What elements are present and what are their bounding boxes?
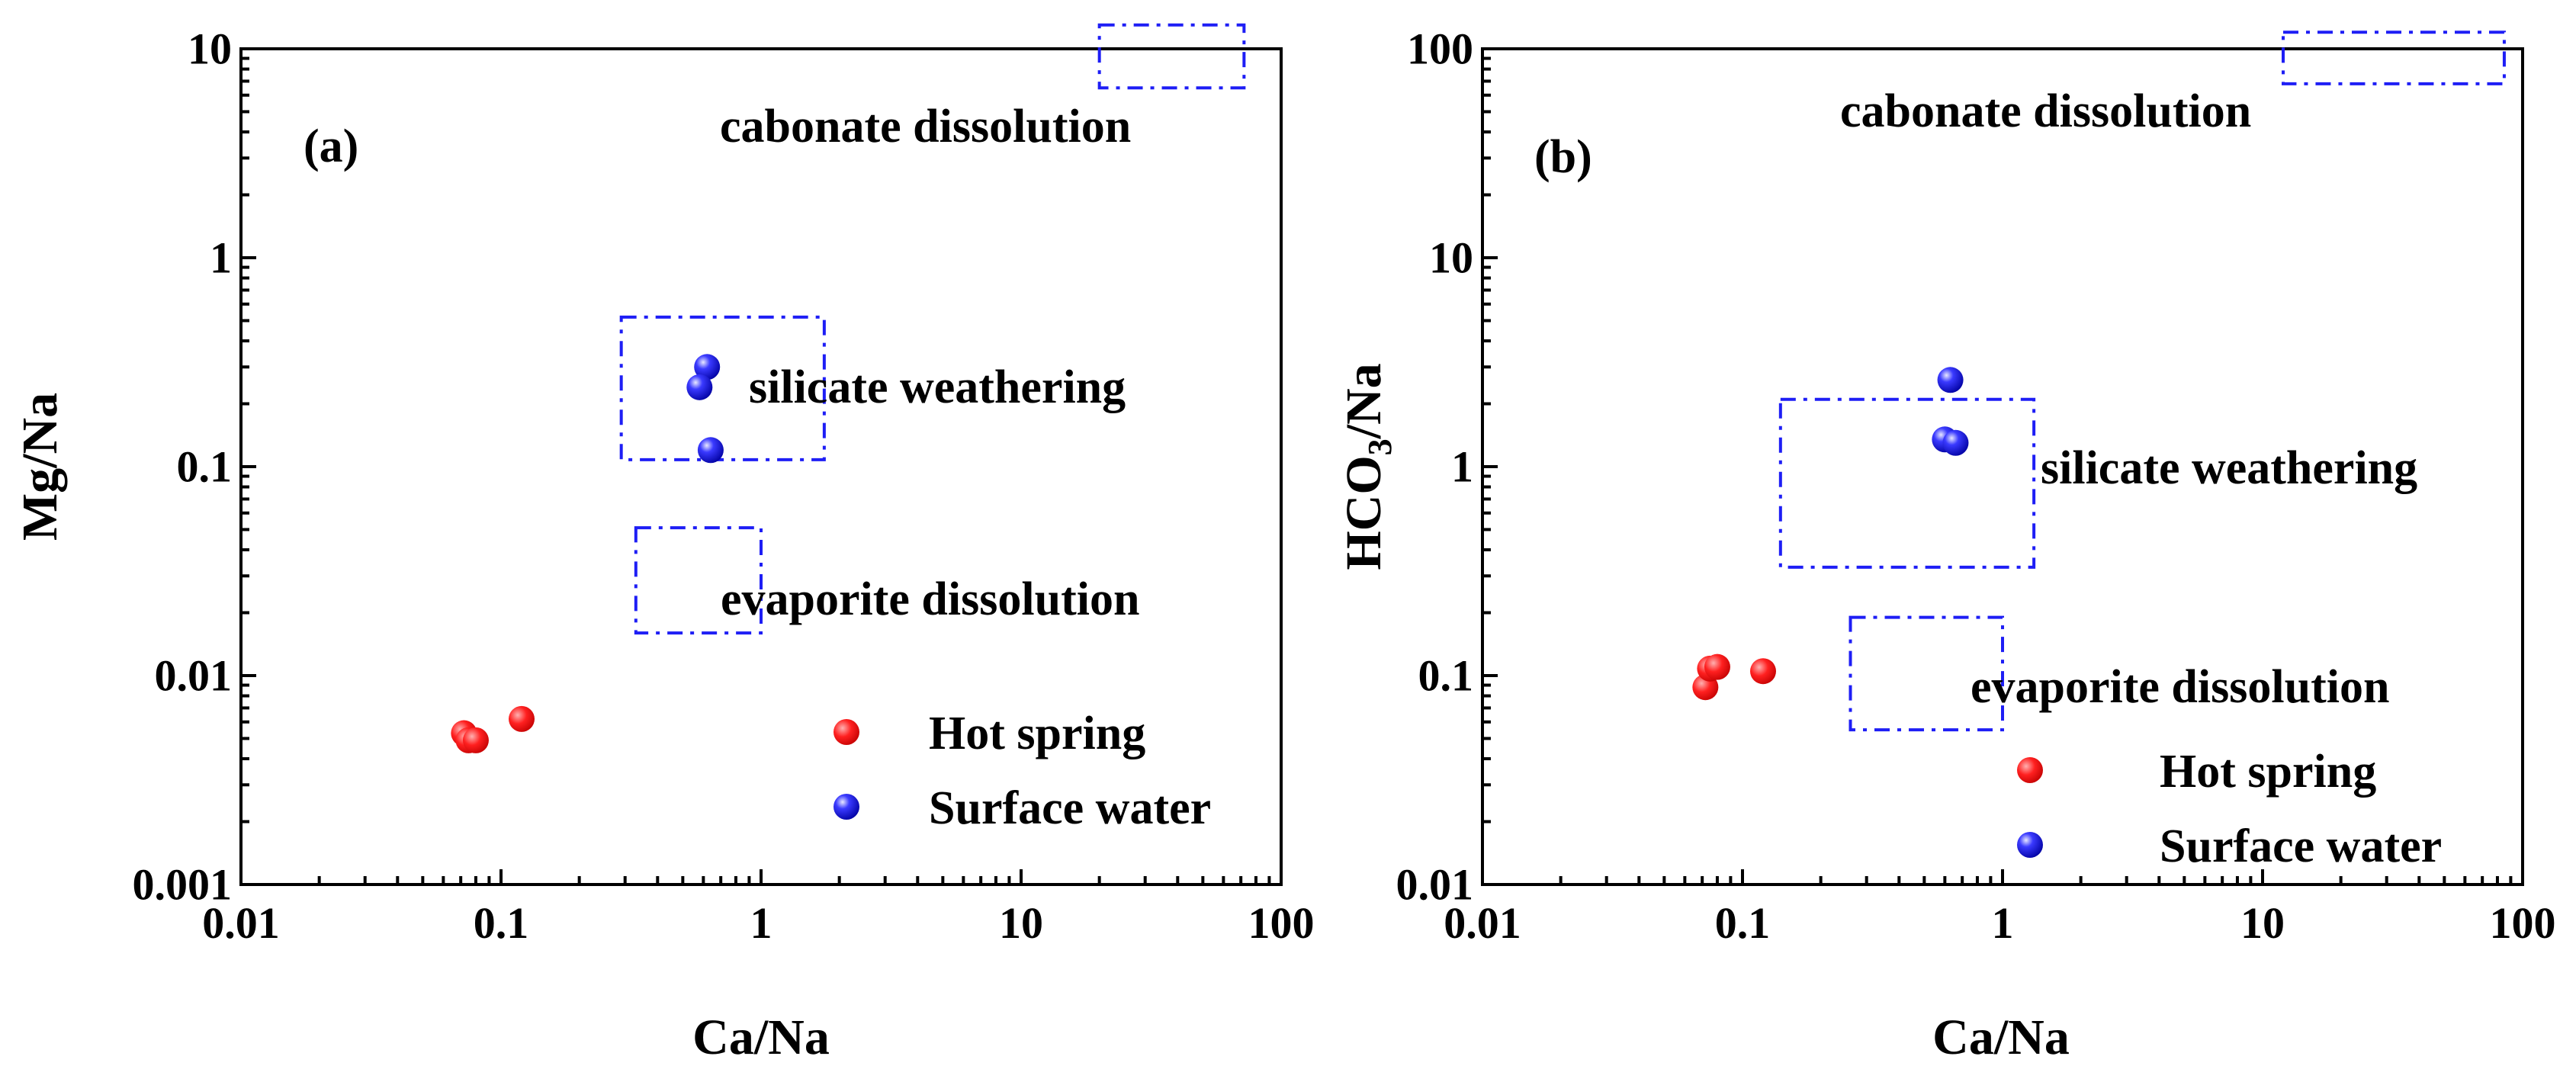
y-tick-label-a-0.1: 0.1 — [177, 442, 233, 492]
data-points-b — [1692, 367, 1969, 701]
x-tick-label-b-100: 100 — [2490, 898, 2556, 948]
panel-b: 0.01 0.1 1 10 100 0.01 0.1 1 10 100 Ca/N… — [1336, 24, 2556, 1066]
surface-water-point-a — [697, 437, 724, 464]
y-tick-label-a-10: 10 — [188, 24, 232, 74]
legend-label-hot-spring-b: Hot spring — [2160, 746, 2376, 798]
y-axis-title-b-subscript: 3 — [1361, 438, 1399, 455]
region-box-evaporite-dissolution-a — [634, 526, 763, 635]
x-axis-title-a: Ca/Na — [692, 1010, 830, 1065]
hot-spring-point-b — [1704, 653, 1730, 680]
panel-label-b: (b) — [1534, 131, 1592, 183]
hot-spring-point-a — [462, 727, 489, 753]
region-box-evaporite-dissolution-b — [1848, 615, 2004, 732]
y-tick-label-a-0.001: 0.001 — [133, 860, 233, 910]
legend-marker-hot-spring-b — [2017, 757, 2043, 783]
surface-water-point-a — [686, 374, 713, 400]
x-axis-title-b: Ca/Na — [1932, 1010, 2070, 1065]
region-label-silicate-weathering-b: silicate weathering — [2041, 442, 2417, 494]
legend-label-surface-water-b: Surface water — [2160, 820, 2442, 872]
legend-label-hot-spring-a: Hot spring — [929, 708, 1145, 759]
region-box-silicate-weathering-b — [1778, 397, 2036, 569]
x-tick-label-b-0.1: 0.1 — [1715, 898, 1771, 948]
x-tick-label-a-0.01: 0.01 — [202, 898, 280, 948]
legend-marker-surface-water-a — [834, 794, 859, 820]
y-tick-label-a-1: 1 — [210, 233, 232, 283]
surface-water-point-a — [694, 354, 721, 380]
surface-water-point-b — [1937, 367, 1964, 393]
legend-marker-surface-water-b — [2017, 832, 2043, 858]
y-tick-label-b-0.01: 0.01 — [1396, 860, 1474, 910]
y-axis-title-a: Mg/Na — [12, 393, 68, 541]
legend-marker-hot-spring-a — [834, 719, 859, 745]
region-box-carbonate-dissolution-b — [2282, 31, 2506, 85]
y-axis-title-b-tail: /Na — [1336, 363, 1392, 439]
surface-water-point-b — [1942, 429, 1969, 456]
region-label-evaporite-dissolution-b: evaporite dissolution — [1971, 661, 2389, 713]
hot-spring-point-b — [1750, 658, 1777, 685]
x-tick-label-a-10: 10 — [999, 898, 1043, 948]
y-axis-title-b: HCO3/Na — [1336, 363, 1399, 570]
x-tick-label-b-10: 10 — [2240, 898, 2285, 948]
x-tick-label-a-0.1: 0.1 — [474, 898, 529, 948]
data-points-a — [451, 354, 724, 753]
tick-marks-b — [1481, 47, 2524, 886]
y-tick-label-b-10: 10 — [1429, 233, 1473, 283]
y-tick-label-b-100: 100 — [1407, 24, 1473, 74]
y-tick-label-b-1: 1 — [1451, 442, 1473, 492]
x-tick-label-a-100: 100 — [1248, 898, 1315, 948]
region-label-carbonate-dissolution-a: cabonate dissolution — [720, 101, 1131, 153]
tick-marks-a — [239, 47, 1283, 886]
hot-spring-point-a — [509, 705, 535, 732]
region-label-evaporite-dissolution-a: evaporite dissolution — [721, 573, 1139, 625]
region-box-silicate-weathering-a — [619, 315, 826, 461]
legend-b: Hot spring Surface water — [2017, 746, 2442, 872]
panel-a: 0.001 0.01 0.1 1 10 0.01 0.1 1 10 100 Ca… — [12, 23, 1315, 1065]
legend-a: Hot spring Surface water — [834, 708, 1211, 834]
x-tick-label-b-1: 1 — [1992, 898, 2014, 948]
region-label-carbonate-dissolution-b: cabonate dissolution — [1840, 85, 2251, 137]
x-tick-label-a-1: 1 — [750, 898, 772, 948]
y-tick-label-a-0.01: 0.01 — [155, 651, 233, 701]
panel-label-a: (a) — [304, 120, 358, 172]
y-tick-label-b-0.1: 0.1 — [1418, 651, 1474, 701]
region-label-silicate-weathering-a: silicate weathering — [749, 361, 1126, 413]
x-tick-label-b-0.01: 0.01 — [1444, 898, 1521, 948]
region-box-carbonate-dissolution-a — [1097, 23, 1246, 90]
y-axis-title-b-main: HCO — [1336, 455, 1392, 570]
legend-label-surface-water-a: Surface water — [929, 782, 1211, 834]
